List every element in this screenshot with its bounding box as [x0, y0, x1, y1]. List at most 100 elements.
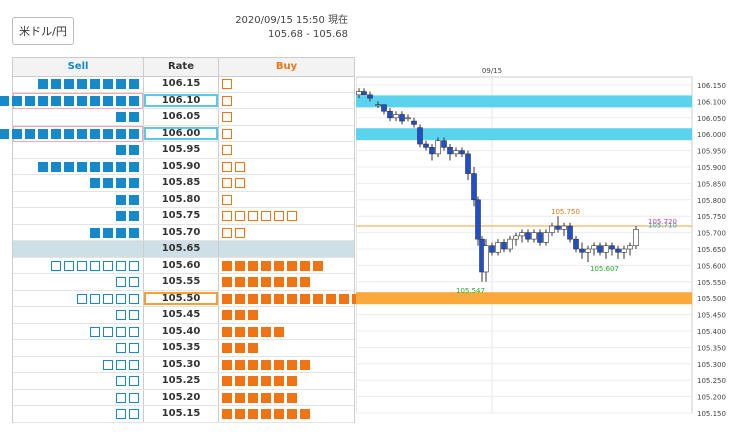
buy-volume-block — [248, 392, 258, 403]
sell-volume-block — [129, 310, 139, 320]
candle-body — [405, 117, 411, 120]
sell-volume-block — [103, 161, 113, 172]
rate-cell: 105.90 — [143, 158, 219, 174]
y-axis-label: 106.050 — [697, 115, 726, 123]
candle-body — [447, 147, 453, 155]
buy-volume-block — [248, 359, 258, 370]
rate-cell: 105.25 — [143, 373, 219, 389]
sell-volume-block — [12, 95, 22, 106]
rate-cell: 105.80 — [143, 191, 219, 207]
sell-volume-block — [103, 178, 113, 188]
buy-volume-block — [248, 326, 258, 337]
sell-volume-block — [116, 211, 126, 221]
sell-volume-block — [116, 392, 126, 403]
sell-volume-block — [64, 260, 74, 271]
buy-volume-block — [300, 277, 310, 287]
buy-volume-block — [222, 145, 232, 155]
sell-volume-block — [103, 293, 113, 304]
price-label: 105.720 — [648, 218, 677, 226]
buy-volume-block — [300, 359, 310, 370]
rate-cell: 105.65 — [143, 241, 219, 257]
candle-body — [393, 114, 399, 119]
order-row: 105.20 — [13, 389, 354, 406]
sell-volume-block — [90, 95, 100, 106]
buy-volume-block — [248, 260, 258, 271]
buy-volume-block — [274, 211, 284, 221]
candle-body — [591, 245, 597, 250]
rate-cell: 105.85 — [143, 175, 219, 191]
sell-volume-block — [64, 79, 74, 89]
y-axis-label: 105.650 — [697, 246, 726, 254]
buy-volume-block — [222, 95, 232, 106]
sell-volume-block — [129, 326, 139, 337]
price-range: 105.68 - 105.68 — [268, 29, 348, 40]
buy-volume-block — [222, 376, 232, 386]
order-row: 106.05 — [13, 109, 354, 126]
sell-volume-block — [116, 161, 126, 172]
buy-volume-block — [222, 310, 232, 320]
rate-cell: 106.15 — [143, 76, 219, 92]
order-row: 106.10 — [0, 92, 354, 109]
order-row: 105.55 — [13, 274, 354, 291]
price-chart: 106.150 106.100 106.050 106.000 105.950 105.9… — [355, 57, 736, 427]
buy-volume-block — [222, 293, 232, 304]
sell-volume-block — [103, 326, 113, 337]
sell-volume-block — [116, 145, 126, 155]
sell-volume-block — [51, 161, 61, 172]
sell-volume-block — [90, 161, 100, 172]
order-row: 105.40 — [13, 323, 354, 340]
candle-body — [627, 245, 633, 250]
buy-volume-block — [222, 112, 232, 122]
candle-body — [453, 150, 459, 155]
sell-volume-block — [51, 260, 61, 271]
buy-volume-block — [261, 392, 271, 403]
candle-body — [549, 225, 555, 233]
order-row: 105.65 — [13, 241, 354, 258]
candle-body — [475, 199, 481, 240]
y-axis-label: 105.950 — [697, 148, 726, 156]
buy-volume-block — [248, 409, 258, 419]
sell-volume-block — [129, 409, 139, 419]
order-row: 105.35 — [13, 340, 354, 357]
currency-pair-button[interactable]: 米ドル/円 — [12, 17, 74, 45]
sell-volume-block — [0, 95, 9, 106]
buy-volume-block — [235, 392, 245, 403]
buy-volume-block — [222, 260, 232, 271]
buy-volume-block — [326, 293, 336, 304]
buy-volume-block — [235, 293, 245, 304]
y-axis-label: 105.500 — [697, 295, 726, 303]
buy-volume-block — [300, 260, 310, 271]
sell-volume-block — [129, 112, 139, 122]
sell-volume-block — [0, 128, 9, 139]
buy-volume-block — [235, 277, 245, 287]
sell-volume-block — [77, 293, 87, 304]
sell-volume-block — [90, 326, 100, 337]
y-axis-label: 105.200 — [697, 394, 726, 402]
candle-body — [531, 232, 537, 240]
buy-volume-block — [235, 310, 245, 320]
rate-cell: 106.05 — [143, 109, 219, 125]
buy-volume-block — [287, 260, 297, 271]
buy-volume-block — [261, 326, 271, 337]
buy-volume-block — [222, 194, 232, 205]
buy-volume-block — [274, 409, 284, 419]
buy-volume-block — [235, 227, 245, 238]
order-row: 105.70 — [13, 224, 354, 241]
sell-volume-block — [129, 277, 139, 287]
buy-volume-block — [248, 211, 258, 221]
rate-cell: 105.95 — [143, 142, 219, 158]
rate-cell: 105.45 — [143, 307, 219, 323]
y-axis-label: 105.750 — [697, 213, 726, 221]
price-label: 105.607 — [590, 265, 619, 273]
sell-volume-block — [129, 260, 139, 271]
sell-volume-block — [129, 178, 139, 188]
rate-cell: 105.55 — [143, 274, 219, 290]
candle-body — [375, 104, 381, 106]
sell-volume-block — [116, 260, 126, 271]
sell-volume-block — [116, 409, 126, 419]
candle-body — [483, 245, 489, 273]
buy-volume-block — [235, 211, 245, 221]
sell-volume-block — [129, 227, 139, 238]
rate-cell: 105.30 — [143, 356, 219, 372]
buy-volume-block — [274, 260, 284, 271]
